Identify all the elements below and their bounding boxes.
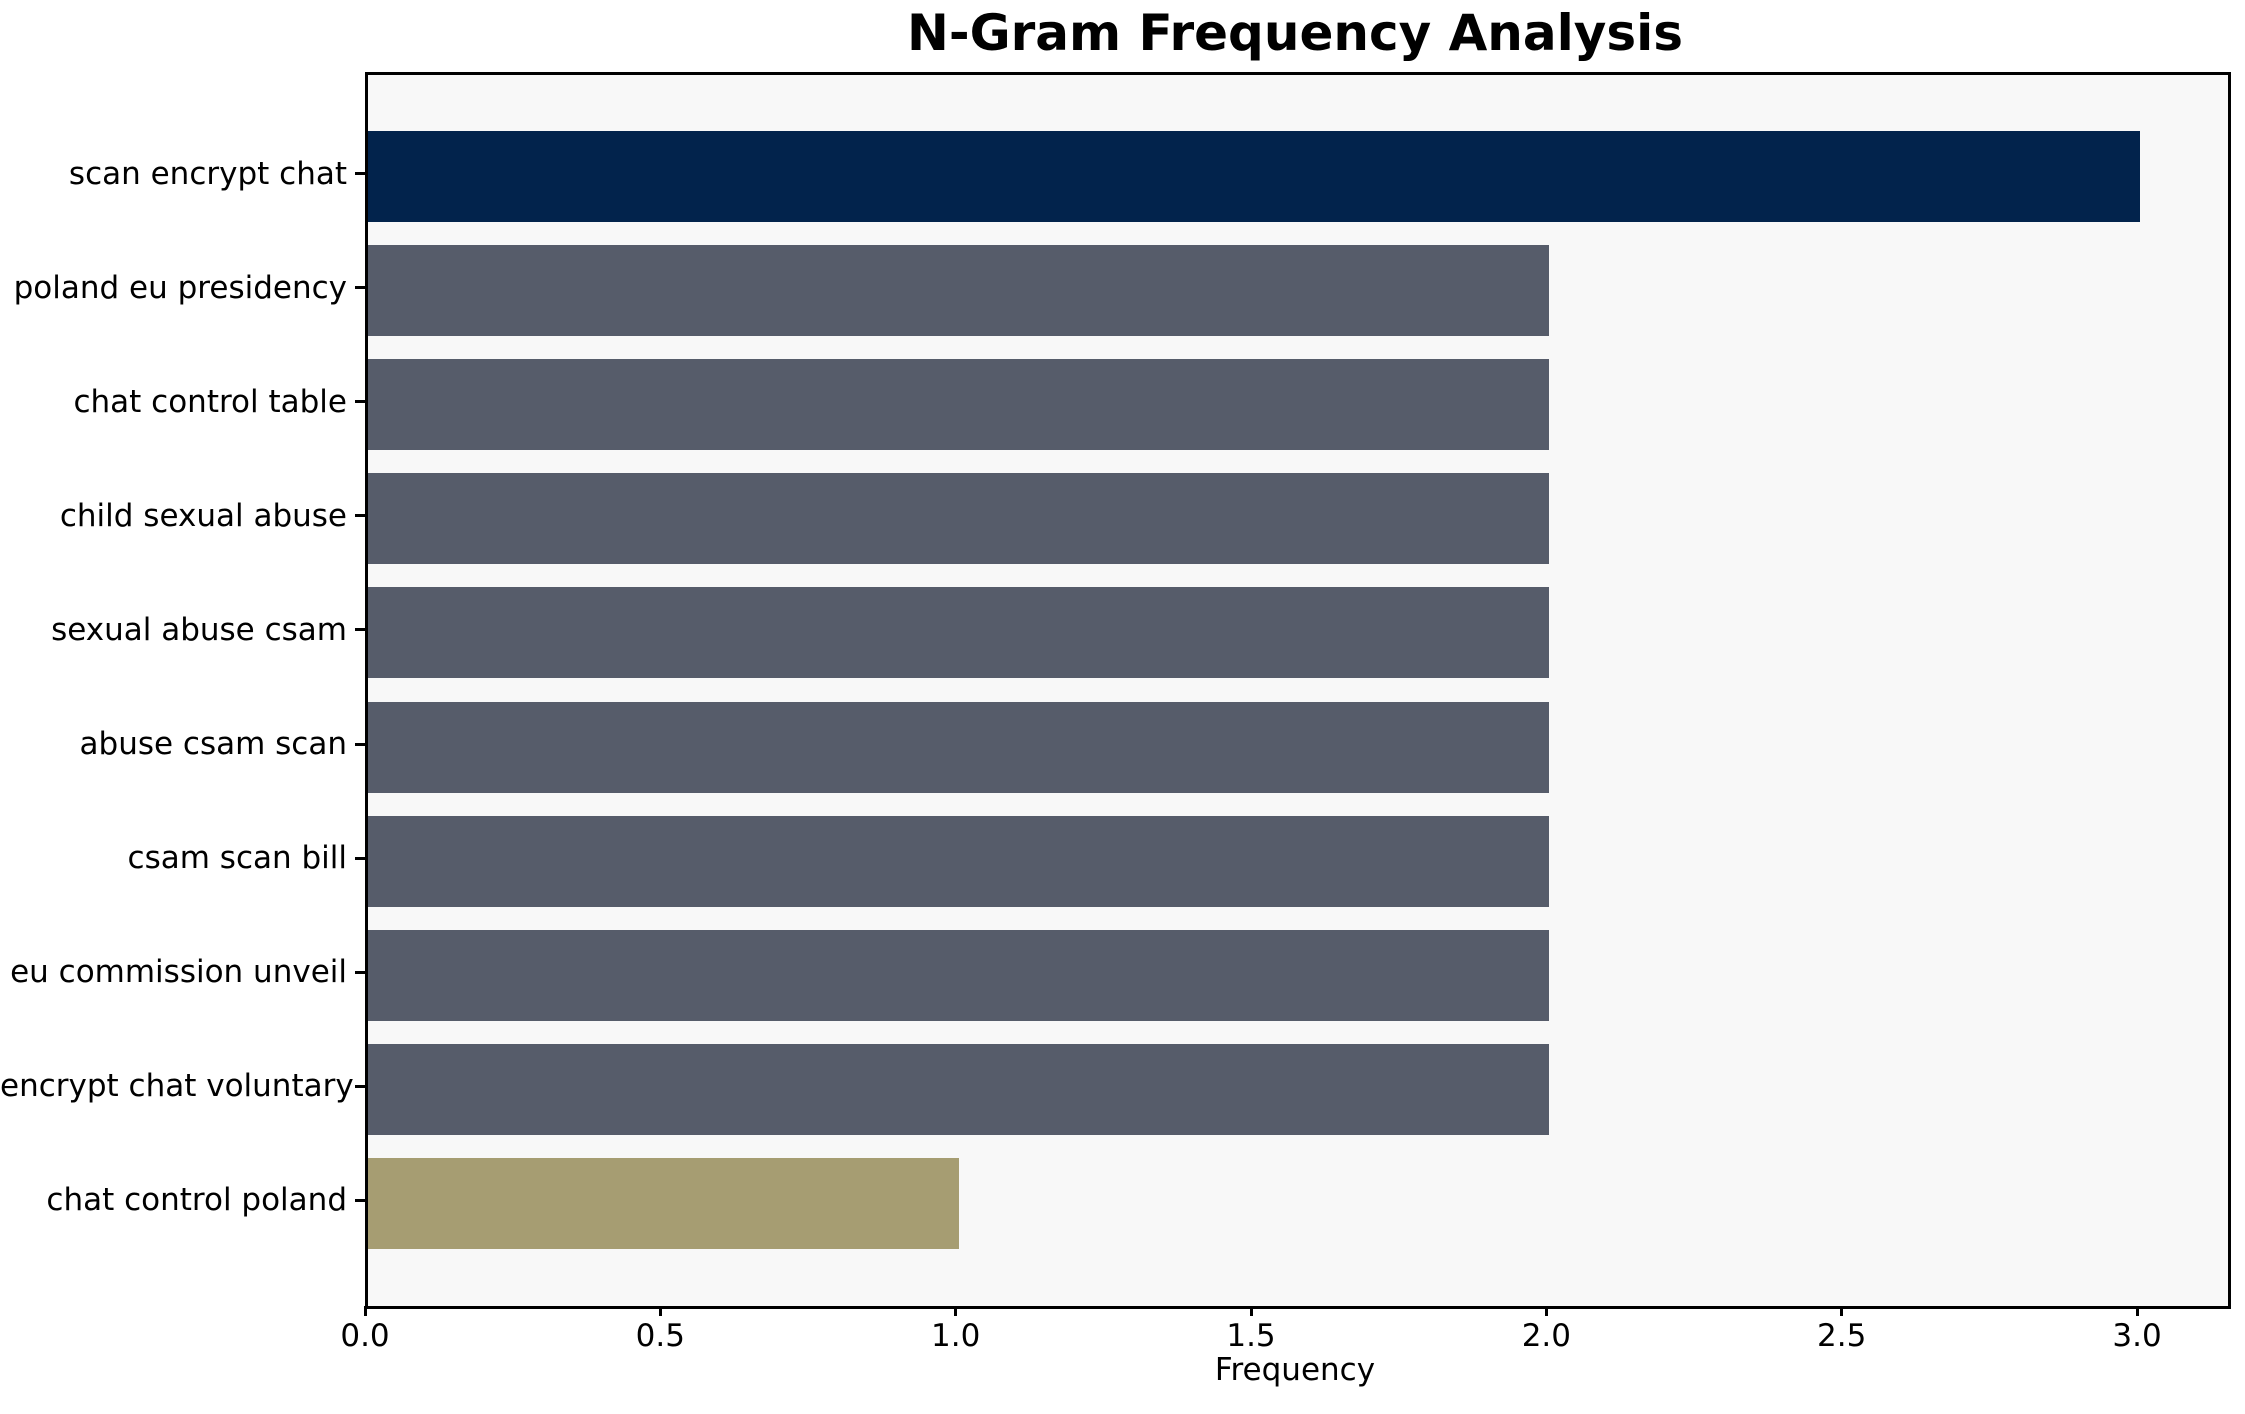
y-tick-label: child sexual abuse	[59, 497, 347, 534]
x-tick-label: 1.5	[1226, 1318, 1276, 1354]
bar-poland-eu-presidency	[368, 245, 1550, 337]
y-tick-label: abuse csam scan	[79, 726, 347, 762]
x-tick-label: 2.5	[1817, 1318, 1867, 1354]
bar-child-sexual-abuse	[368, 473, 1550, 565]
y-tick-label: sexual abuse csam	[51, 611, 347, 648]
bar-eu-commission-unveil	[368, 929, 1550, 1021]
x-tick-label: 3.0	[2112, 1318, 2162, 1354]
x-tick	[2135, 1306, 2139, 1316]
bar-csam-scan-bill	[368, 815, 1550, 907]
y-tick	[355, 286, 365, 290]
y-tick-label: encrypt chat voluntary	[0, 1068, 354, 1105]
bar-chat-control-poland	[368, 1157, 959, 1249]
y-tick	[355, 628, 365, 632]
bar-encrypt-chat-voluntary	[368, 1043, 1550, 1135]
plot-area	[365, 72, 2231, 1309]
x-tick-label: 1.0	[931, 1318, 981, 1354]
x-tick	[1840, 1306, 1844, 1316]
x-tick-label: 0.5	[635, 1318, 685, 1354]
bar-abuse-csam-scan	[368, 701, 1550, 793]
y-tick-label: chat control table	[73, 383, 347, 420]
x-tick	[363, 1306, 367, 1316]
x-tick-label: 0.0	[340, 1318, 390, 1354]
y-tick-label: poland eu presidency	[13, 269, 347, 306]
x-axis-label: Frequency	[1214, 1352, 1376, 1388]
x-tick	[1544, 1306, 1548, 1316]
y-tick	[355, 514, 365, 518]
y-tick	[355, 856, 365, 860]
x-tick	[1249, 1306, 1253, 1316]
y-tick	[355, 400, 365, 404]
y-tick-label: scan encrypt chat	[68, 155, 347, 192]
y-tick	[355, 1084, 365, 1088]
x-tick-label: 2.0	[1521, 1318, 1572, 1354]
y-tick-label: chat control poland	[46, 1182, 347, 1219]
y-tick-label: csam scan bill	[127, 840, 347, 877]
y-tick-label: eu commission unveil	[10, 954, 347, 991]
y-tick	[355, 172, 365, 175]
x-tick	[658, 1306, 662, 1316]
x-tick	[954, 1306, 958, 1316]
y-tick	[355, 970, 365, 974]
bar-sexual-abuse-csam	[368, 587, 1550, 679]
bar-chat-control-table	[368, 359, 1550, 451]
y-tick	[355, 1198, 365, 1202]
bar-scan-encrypt-chat	[368, 131, 2141, 222]
y-tick	[355, 742, 365, 746]
chart-title: N-Gram Frequency Analysis	[906, 4, 1684, 62]
